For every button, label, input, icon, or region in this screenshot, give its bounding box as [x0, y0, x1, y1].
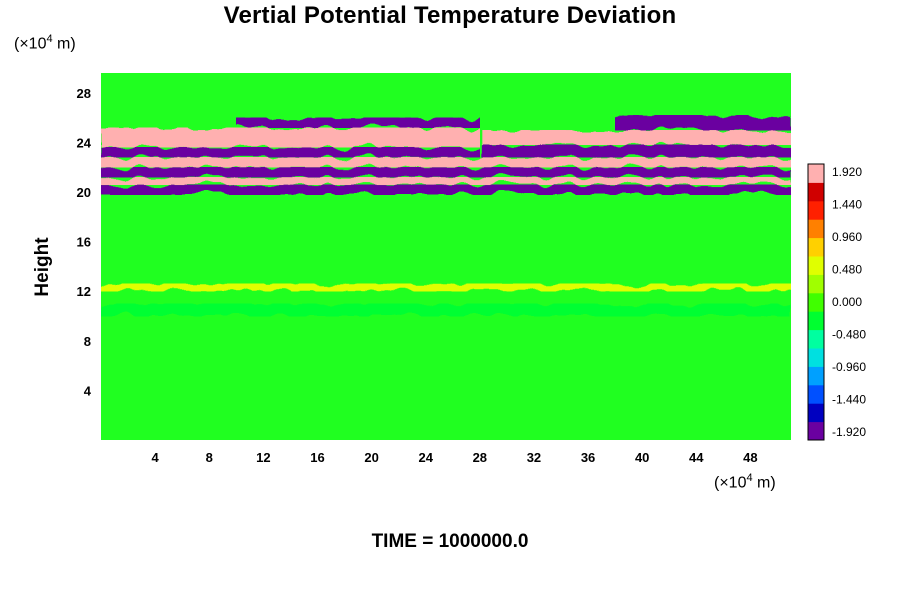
colorbar-swatch: [808, 200, 824, 220]
field-region-1: [101, 177, 791, 185]
colorbar-tick-label: 1.440: [832, 198, 862, 212]
colorbar-swatch: [808, 256, 824, 275]
x-tick-label: 20: [364, 450, 378, 465]
colorbar-tick-group: 1.920 1.440 0.960 0.480 0.000 -0.480 -0.960 -1.…: [832, 165, 866, 439]
colorbar-swatch: [808, 366, 824, 386]
colorbar-swatch: [808, 274, 824, 294]
field-region-6: [101, 127, 480, 148]
y-tick-label: 8: [84, 334, 91, 349]
y-tick-label: 16: [77, 235, 91, 250]
colorbar-tick-label: -0.480: [832, 327, 866, 341]
colorbar-swatch: [808, 403, 824, 423]
colorbar-tick-label: 0.480: [832, 263, 862, 277]
x-tick-label: 32: [527, 450, 541, 465]
x-tick-label: 16: [310, 450, 324, 465]
y-unit-suffix: m): [52, 35, 76, 53]
time-label: TIME = 1000000.0: [371, 531, 529, 552]
y-tick-label: 20: [77, 185, 91, 200]
x-tick-label: 12: [256, 450, 270, 465]
field-region-10: [101, 283, 791, 292]
colorbar-swatch: [808, 292, 824, 312]
colorbar-swatch: [808, 219, 824, 239]
chart-title: Vertial Potential Temperature Deviation: [223, 2, 677, 29]
colorbar-tick-label: -1.440: [832, 392, 866, 406]
field-layer: [101, 115, 791, 317]
y-unit-prefix: (×10: [14, 35, 47, 53]
colorbar-swatch: [808, 348, 824, 367]
x-tick-group: 4 8 12 16 20 24 28 32 36 40 44 48: [152, 450, 758, 465]
x-unit-prefix: (×10: [714, 474, 747, 492]
field-region-11: [101, 303, 791, 317]
field-region-8: [615, 115, 791, 131]
y-tick-label: 28: [77, 86, 91, 101]
field-region-0: [101, 184, 791, 195]
x-tick-label: 40: [635, 450, 649, 465]
y-tick-label: 24: [77, 135, 92, 150]
colorbar-tick-label: -1.920: [832, 425, 866, 439]
x-tick-label: 28: [473, 450, 487, 465]
x-tick-label: 8: [206, 450, 213, 465]
colorbar-tick-label: 0.000: [832, 295, 862, 309]
colorbar-swatch: [808, 182, 824, 202]
colorbar-swatch: [808, 311, 824, 331]
colorbar-tick-label: 1.920: [832, 165, 862, 179]
field-region-4: [101, 147, 480, 158]
y-unit-exponent: 4: [46, 33, 53, 45]
field-region-5: [479, 144, 791, 158]
field-region-3: [101, 157, 791, 168]
x-unit-suffix: m): [752, 474, 776, 492]
y-tick-group: 4 8 12 16 20 24 28: [77, 86, 92, 399]
y-tick-label: 4: [84, 383, 92, 398]
y-tick-label: 12: [77, 284, 91, 299]
colorbar-tick-label: 0.960: [832, 230, 862, 244]
field-region-9: [236, 117, 480, 128]
colorbar: [807, 163, 825, 441]
x-unit-exponent: 4: [746, 472, 753, 484]
field-region-2: [101, 167, 791, 178]
colorbar-swatch: [808, 384, 824, 404]
colorbar-swatch: [808, 237, 824, 257]
x-tick-label: 36: [581, 450, 595, 465]
x-tick-label: 44: [689, 450, 704, 465]
colorbar-swatch: [808, 329, 824, 349]
x-tick-label: 48: [743, 450, 757, 465]
x-tick-label: 24: [418, 450, 433, 465]
x-axis-unit: (×104 m): [714, 472, 776, 492]
colorbar-border: [807, 163, 825, 441]
field-region-7: [479, 130, 791, 145]
colorbar-tick-label: -0.960: [832, 360, 866, 374]
x-tick-label: 4: [152, 450, 160, 465]
colorbar-swatch: [808, 164, 824, 183]
colorbar-swatch: [808, 421, 824, 441]
y-axis-unit: (×104 m): [14, 33, 76, 53]
